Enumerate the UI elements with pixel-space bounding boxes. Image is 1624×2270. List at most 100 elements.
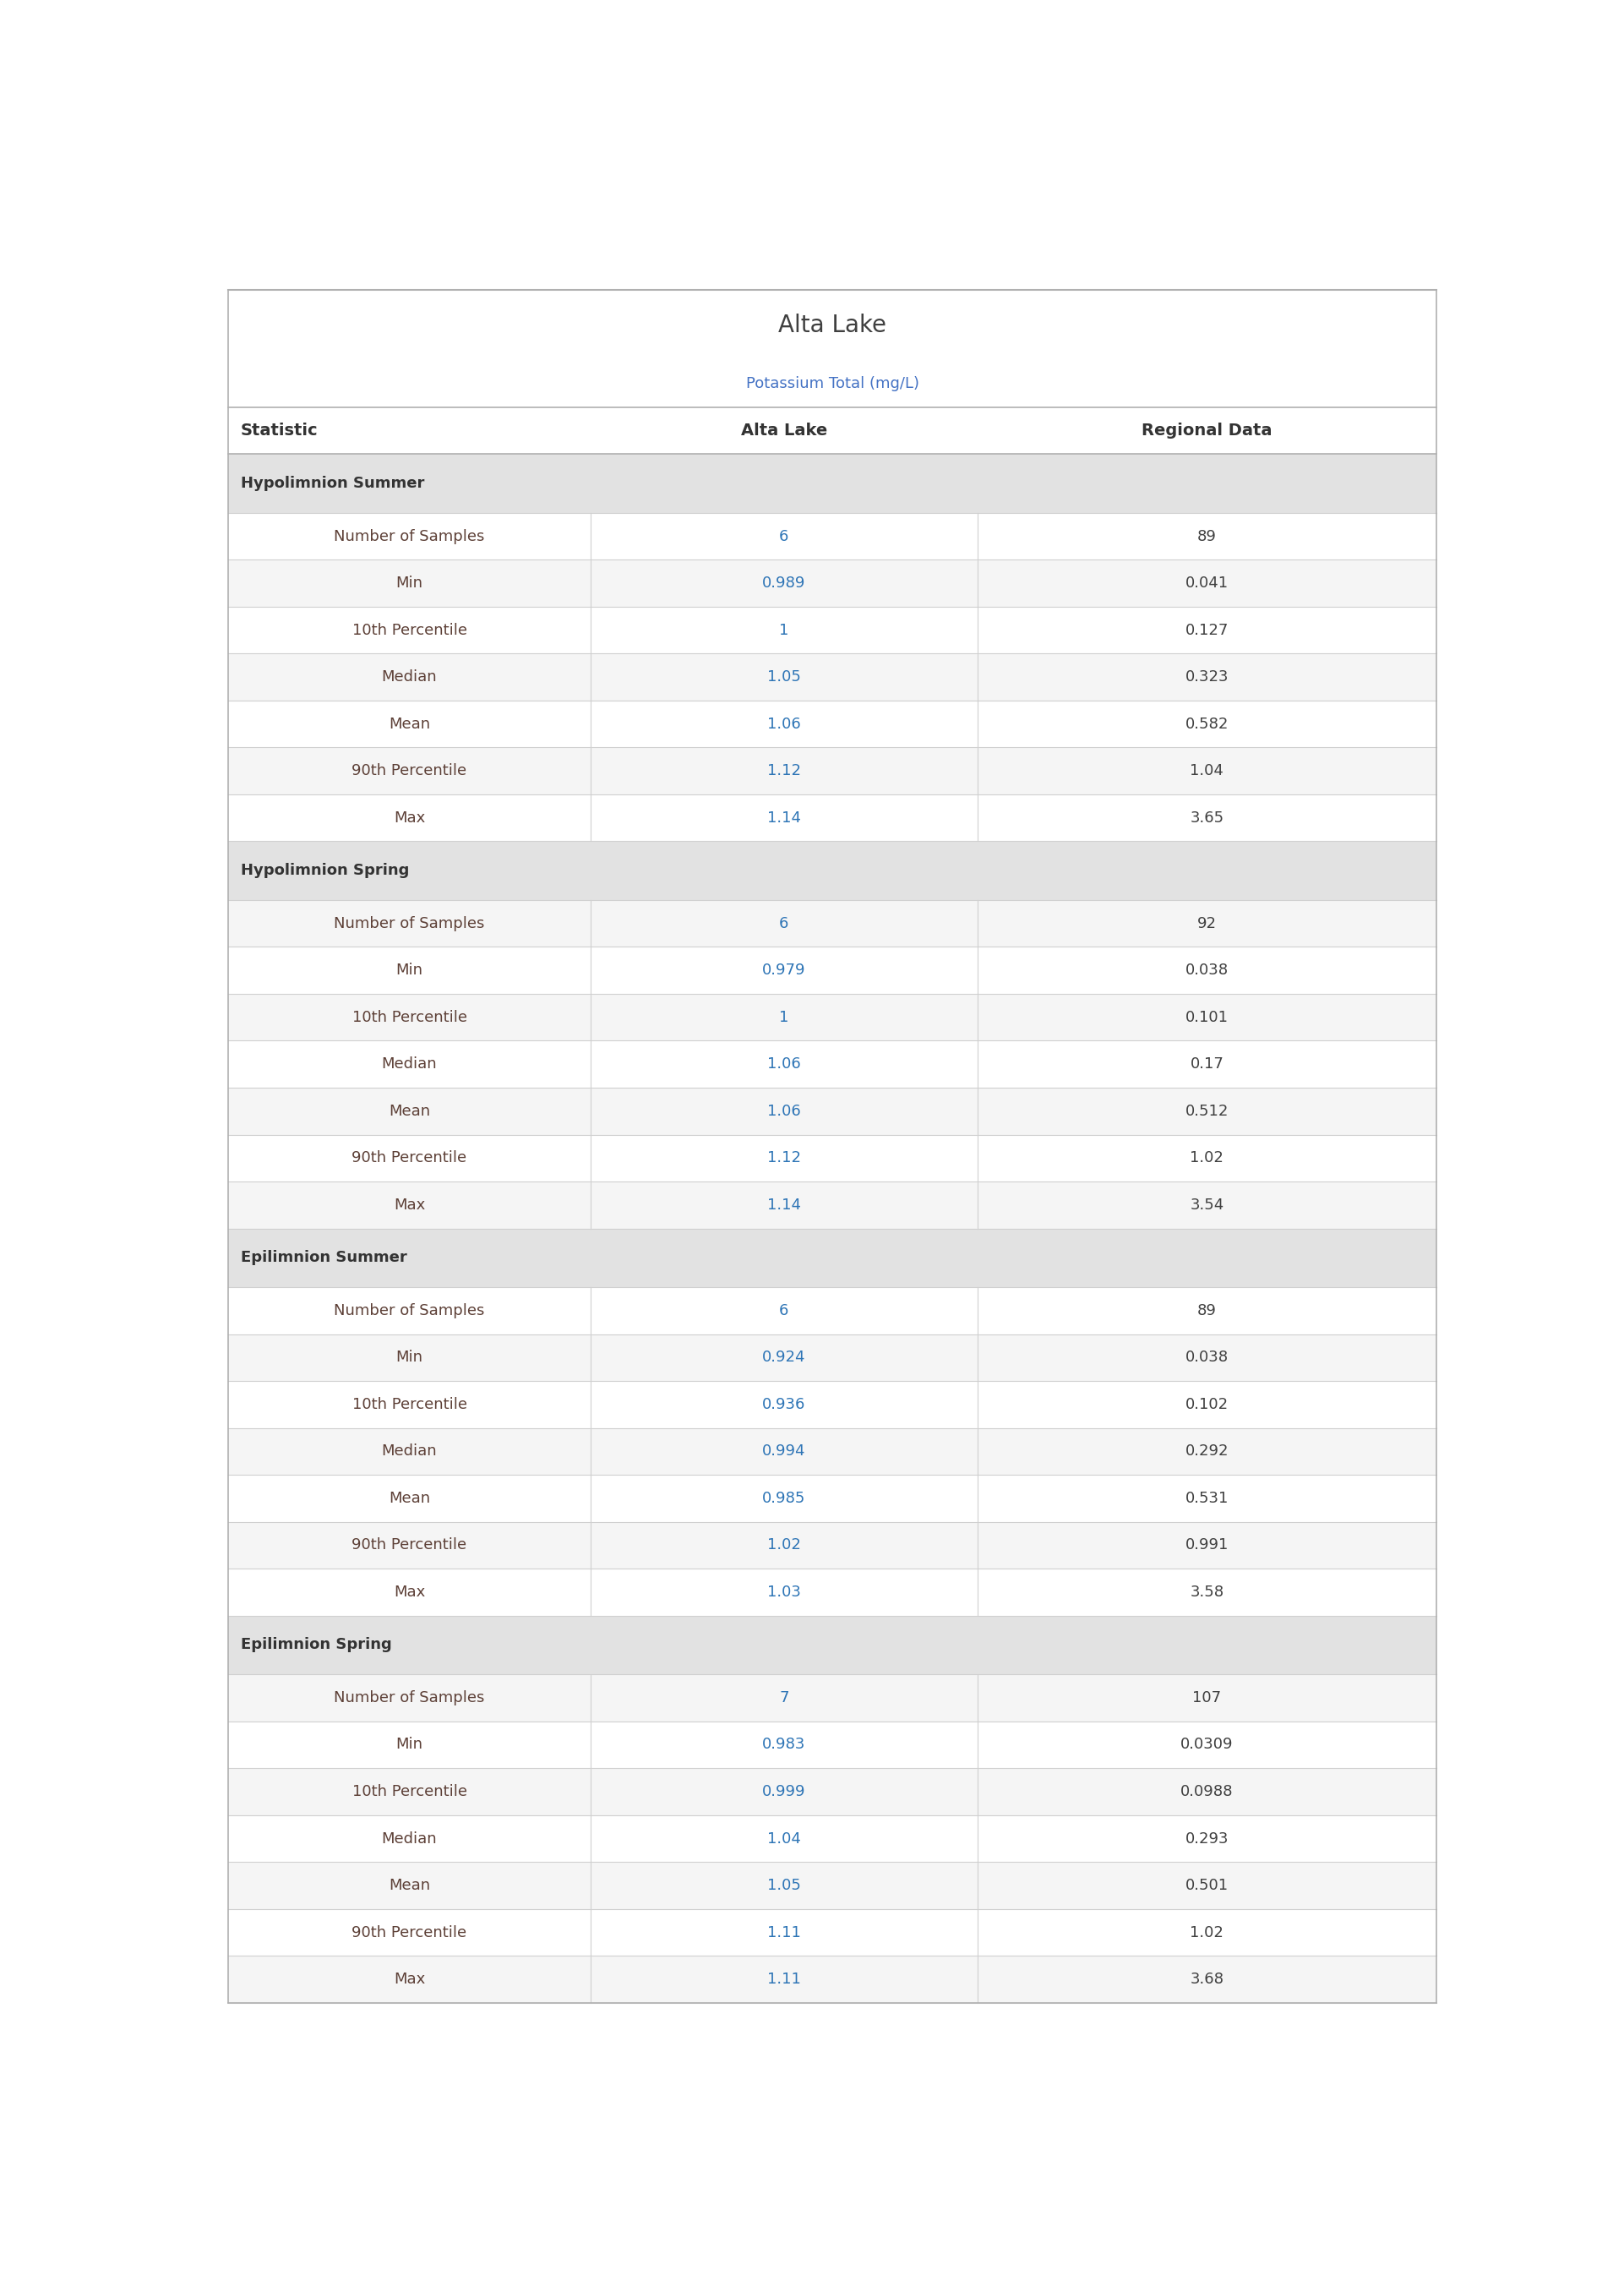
Text: 6: 6 xyxy=(780,1303,789,1319)
Text: 1.04: 1.04 xyxy=(767,1832,801,1846)
Bar xyxy=(227,1957,1436,2002)
Bar xyxy=(227,1228,1436,1287)
Text: 3.58: 3.58 xyxy=(1190,1584,1224,1600)
Text: Min: Min xyxy=(396,962,422,978)
Text: Mean: Mean xyxy=(388,1491,430,1505)
Text: 90th Percentile: 90th Percentile xyxy=(352,763,468,779)
Text: 1: 1 xyxy=(780,622,789,638)
Text: 0.983: 0.983 xyxy=(762,1737,806,1752)
Text: Mean: Mean xyxy=(388,717,430,731)
Text: Number of Samples: Number of Samples xyxy=(335,1303,486,1319)
Text: 1.05: 1.05 xyxy=(767,670,801,686)
Text: Hypolimnion Summer: Hypolimnion Summer xyxy=(240,477,424,490)
Text: Mean: Mean xyxy=(388,1103,430,1119)
Text: 1.02: 1.02 xyxy=(1190,1925,1224,1941)
Text: 0.101: 0.101 xyxy=(1186,1010,1228,1024)
Text: 0.292: 0.292 xyxy=(1186,1444,1229,1460)
Text: 1.14: 1.14 xyxy=(767,810,801,826)
Text: 89: 89 xyxy=(1197,1303,1216,1319)
Text: 0.936: 0.936 xyxy=(762,1396,806,1412)
Text: Median: Median xyxy=(382,670,437,686)
Text: 1.06: 1.06 xyxy=(767,1103,801,1119)
Bar xyxy=(227,1861,1436,1909)
Text: 0.501: 0.501 xyxy=(1186,1877,1228,1893)
Bar xyxy=(227,561,1436,606)
Text: 90th Percentile: 90th Percentile xyxy=(352,1151,468,1167)
Text: 10th Percentile: 10th Percentile xyxy=(352,1396,466,1412)
Text: 1.05: 1.05 xyxy=(767,1877,801,1893)
Text: 1.11: 1.11 xyxy=(767,1973,801,1986)
Text: 10th Percentile: 10th Percentile xyxy=(352,1010,466,1024)
Text: Max: Max xyxy=(393,1196,425,1212)
Text: 1.12: 1.12 xyxy=(767,763,801,779)
Bar xyxy=(227,1183,1436,1228)
Bar xyxy=(227,899,1436,947)
Text: Max: Max xyxy=(393,1584,425,1600)
Text: 0.979: 0.979 xyxy=(762,962,806,978)
Text: 1.02: 1.02 xyxy=(1190,1151,1224,1167)
Text: 0.991: 0.991 xyxy=(1186,1537,1229,1553)
Text: 0.531: 0.531 xyxy=(1186,1491,1229,1505)
Text: 0.582: 0.582 xyxy=(1186,717,1229,731)
Text: 0.127: 0.127 xyxy=(1186,622,1229,638)
Text: Median: Median xyxy=(382,1832,437,1846)
Text: Number of Samples: Number of Samples xyxy=(335,1691,486,1705)
Text: 0.17: 0.17 xyxy=(1190,1056,1224,1071)
Text: Statistic: Statistic xyxy=(240,422,318,438)
Text: Alta Lake: Alta Lake xyxy=(778,313,887,336)
Text: 0.999: 0.999 xyxy=(762,1784,806,1800)
Text: 1.11: 1.11 xyxy=(767,1925,801,1941)
Text: Max: Max xyxy=(393,1973,425,1986)
Text: Number of Samples: Number of Samples xyxy=(335,915,486,931)
Bar xyxy=(227,1521,1436,1569)
Text: 0.0309: 0.0309 xyxy=(1181,1737,1233,1752)
Bar xyxy=(227,654,1436,701)
Bar xyxy=(227,1087,1436,1135)
Text: Min: Min xyxy=(396,1351,422,1364)
Text: 0.924: 0.924 xyxy=(762,1351,806,1364)
Bar xyxy=(227,1675,1436,1721)
Text: 7: 7 xyxy=(780,1691,789,1705)
Text: 6: 6 xyxy=(780,915,789,931)
Text: Mean: Mean xyxy=(388,1877,430,1893)
Text: 1.06: 1.06 xyxy=(767,717,801,731)
Text: 90th Percentile: 90th Percentile xyxy=(352,1537,468,1553)
Text: 89: 89 xyxy=(1197,529,1216,545)
Text: 0.102: 0.102 xyxy=(1186,1396,1228,1412)
Text: 0.994: 0.994 xyxy=(762,1444,806,1460)
Text: 92: 92 xyxy=(1197,915,1216,931)
Bar xyxy=(227,1335,1436,1380)
Text: 0.038: 0.038 xyxy=(1186,962,1228,978)
Text: 90th Percentile: 90th Percentile xyxy=(352,1925,468,1941)
Text: 0.512: 0.512 xyxy=(1186,1103,1229,1119)
Bar xyxy=(227,1428,1436,1476)
Text: 0.293: 0.293 xyxy=(1186,1832,1229,1846)
Text: 1: 1 xyxy=(780,1010,789,1024)
Text: 1.14: 1.14 xyxy=(767,1196,801,1212)
Text: 0.038: 0.038 xyxy=(1186,1351,1228,1364)
Bar xyxy=(227,454,1436,513)
Text: 1.06: 1.06 xyxy=(767,1056,801,1071)
Text: Regional Data: Regional Data xyxy=(1142,422,1272,438)
Text: 0.041: 0.041 xyxy=(1186,577,1228,590)
Text: Hypolimnion Spring: Hypolimnion Spring xyxy=(240,863,409,878)
Text: Number of Samples: Number of Samples xyxy=(335,529,486,545)
Text: 107: 107 xyxy=(1192,1691,1221,1705)
Text: 3.68: 3.68 xyxy=(1190,1973,1224,1986)
Text: Median: Median xyxy=(382,1444,437,1460)
Text: Max: Max xyxy=(393,810,425,826)
Text: 6: 6 xyxy=(780,529,789,545)
Text: Min: Min xyxy=(396,1737,422,1752)
Text: 10th Percentile: 10th Percentile xyxy=(352,1784,466,1800)
Text: 0.0988: 0.0988 xyxy=(1181,1784,1233,1800)
Bar xyxy=(227,994,1436,1040)
Text: 0.989: 0.989 xyxy=(762,577,806,590)
Text: 3.54: 3.54 xyxy=(1190,1196,1224,1212)
Text: 10th Percentile: 10th Percentile xyxy=(352,622,466,638)
Text: 0.323: 0.323 xyxy=(1186,670,1229,686)
Text: Epilimnion Spring: Epilimnion Spring xyxy=(240,1637,391,1653)
Text: 0.985: 0.985 xyxy=(762,1491,806,1505)
Bar xyxy=(227,842,1436,899)
Text: 1.04: 1.04 xyxy=(1190,763,1224,779)
Text: 1.12: 1.12 xyxy=(767,1151,801,1167)
